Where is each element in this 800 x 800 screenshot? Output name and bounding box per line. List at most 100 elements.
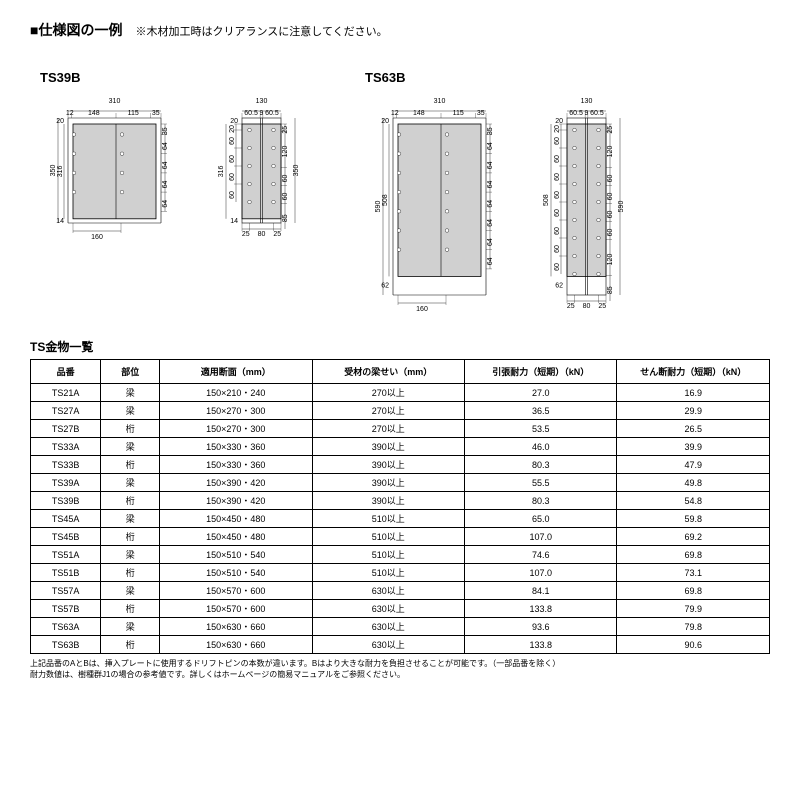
svg-text:160: 160 xyxy=(416,306,428,313)
table-cell: 49.8 xyxy=(617,474,770,492)
svg-text:60: 60 xyxy=(554,227,561,235)
table-cell: 510以上 xyxy=(312,510,464,528)
table-row: TS27A梁150×270・300270以上36.529.9 xyxy=(31,402,770,420)
svg-text:25: 25 xyxy=(282,126,289,134)
table-header-cell: 適用断面（mm） xyxy=(160,360,312,384)
header-note: ※木材加工時はクリアランスに注意してください。 xyxy=(136,26,388,38)
svg-text:25: 25 xyxy=(598,303,606,310)
ts63b-front-view: 3101214811535590508206235646464646464641… xyxy=(365,93,520,313)
table-cell: TS21A xyxy=(31,384,101,402)
header-title: ■仕様図の一例 xyxy=(30,20,122,40)
table-cell: 390以上 xyxy=(312,456,464,474)
table-cell: TS63A xyxy=(31,618,101,636)
svg-text:20: 20 xyxy=(56,118,64,125)
table-header-cell: 引張耐力（短期）（kN） xyxy=(464,360,616,384)
table-cell: 16.9 xyxy=(617,384,770,402)
svg-text:20: 20 xyxy=(229,125,236,133)
svg-text:508: 508 xyxy=(382,194,389,206)
svg-text:85: 85 xyxy=(607,286,614,294)
table-cell: 桁 xyxy=(101,456,160,474)
diagram-ts63b: TS63B 3101214811535590508206235646464646… xyxy=(365,70,650,313)
svg-text:60: 60 xyxy=(554,191,561,199)
table-cell: TS39A xyxy=(31,474,101,492)
table-cell: 150×210・240 xyxy=(160,384,312,402)
svg-text:12: 12 xyxy=(66,110,74,117)
table-cell: 73.1 xyxy=(617,564,770,582)
table-cell: 150×390・420 xyxy=(160,492,312,510)
table-cell: TS63B xyxy=(31,636,101,654)
svg-text:12: 12 xyxy=(391,110,399,117)
table-cell: 150×510・540 xyxy=(160,546,312,564)
svg-text:148: 148 xyxy=(413,110,425,117)
footnote-line2: 耐力数値は、樹種群J1の場合の参考値です。詳しくはホームページの簡易マニュアルを… xyxy=(30,669,770,680)
table-cell: TS51A xyxy=(31,546,101,564)
svg-text:130: 130 xyxy=(256,98,268,105)
table-cell: 107.0 xyxy=(464,564,616,582)
svg-text:35: 35 xyxy=(477,110,485,117)
table-cell: 梁 xyxy=(101,384,160,402)
table-cell: 80.3 xyxy=(464,456,616,474)
table-cell: 29.9 xyxy=(617,402,770,420)
table-cell: 270以上 xyxy=(312,402,464,420)
table-cell: 梁 xyxy=(101,582,160,600)
svg-text:25: 25 xyxy=(567,303,575,310)
table-cell: 74.6 xyxy=(464,546,616,564)
table-cell: 梁 xyxy=(101,402,160,420)
svg-text:316: 316 xyxy=(57,165,64,177)
svg-text:60: 60 xyxy=(229,191,236,199)
table-cell: 69.8 xyxy=(617,546,770,564)
table-cell: 510以上 xyxy=(312,564,464,582)
svg-text:350: 350 xyxy=(293,165,300,177)
svg-text:64: 64 xyxy=(162,181,169,189)
table-cell: 桁 xyxy=(101,636,160,654)
svg-text:310: 310 xyxy=(434,98,446,105)
svg-text:60: 60 xyxy=(607,229,614,237)
svg-text:60: 60 xyxy=(554,263,561,271)
table-row: TS33A梁150×330・360390以上46.039.9 xyxy=(31,438,770,456)
svg-text:20: 20 xyxy=(554,125,561,133)
table-cell: 270以上 xyxy=(312,384,464,402)
table-cell: 150×270・300 xyxy=(160,402,312,420)
svg-text:64: 64 xyxy=(487,257,494,265)
table-cell: 46.0 xyxy=(464,438,616,456)
svg-text:508: 508 xyxy=(543,194,550,206)
table-cell: 133.8 xyxy=(464,600,616,618)
svg-text:20: 20 xyxy=(381,118,389,125)
svg-text:62: 62 xyxy=(555,283,563,290)
svg-text:120: 120 xyxy=(607,146,614,158)
table-row: TS33B桁150×330・360390以上80.347.9 xyxy=(31,456,770,474)
svg-text:60: 60 xyxy=(554,173,561,181)
table-header-cell: 部位 xyxy=(101,360,160,384)
spec-table: 品番部位適用断面（mm）受材の梁せい（mm）引張耐力（短期）（kN）せん断耐力（… xyxy=(30,359,770,654)
diagram-ts39b: TS39B 3101214811535350316201435646464641… xyxy=(40,70,325,313)
svg-text:316: 316 xyxy=(218,165,225,177)
svg-text:60.5: 60.5 xyxy=(569,110,583,117)
table-row: TS39B桁150×390・420390以上80.354.8 xyxy=(31,492,770,510)
table-row: TS21A梁150×210・240270以上27.016.9 xyxy=(31,384,770,402)
svg-text:25: 25 xyxy=(242,231,250,238)
table-cell: TS57B xyxy=(31,600,101,618)
svg-text:350: 350 xyxy=(50,165,57,177)
table-cell: 桁 xyxy=(101,564,160,582)
table-cell: 79.8 xyxy=(617,618,770,636)
table-cell: 26.5 xyxy=(617,420,770,438)
table-cell: 梁 xyxy=(101,510,160,528)
svg-text:64: 64 xyxy=(487,219,494,227)
svg-text:64: 64 xyxy=(487,142,494,150)
footnote-line1: 上記品番のAとBは、挿入プレートに使用するドリフトピンの本数が違います。Bはより… xyxy=(30,658,770,669)
svg-text:590: 590 xyxy=(618,201,625,213)
svg-text:60: 60 xyxy=(282,193,289,201)
svg-text:35: 35 xyxy=(162,127,169,135)
table-cell: 150×390・420 xyxy=(160,474,312,492)
svg-text:115: 115 xyxy=(128,110,139,117)
svg-text:25: 25 xyxy=(607,126,614,134)
diagram-label-right: TS63B xyxy=(365,70,650,85)
svg-text:64: 64 xyxy=(487,200,494,208)
svg-text:64: 64 xyxy=(487,181,494,189)
table-cell: TS33B xyxy=(31,456,101,474)
table-cell: TS39B xyxy=(31,492,101,510)
table-cell: 梁 xyxy=(101,474,160,492)
table-cell: 47.9 xyxy=(617,456,770,474)
table-cell: 390以上 xyxy=(312,474,464,492)
table-cell: 390以上 xyxy=(312,492,464,510)
